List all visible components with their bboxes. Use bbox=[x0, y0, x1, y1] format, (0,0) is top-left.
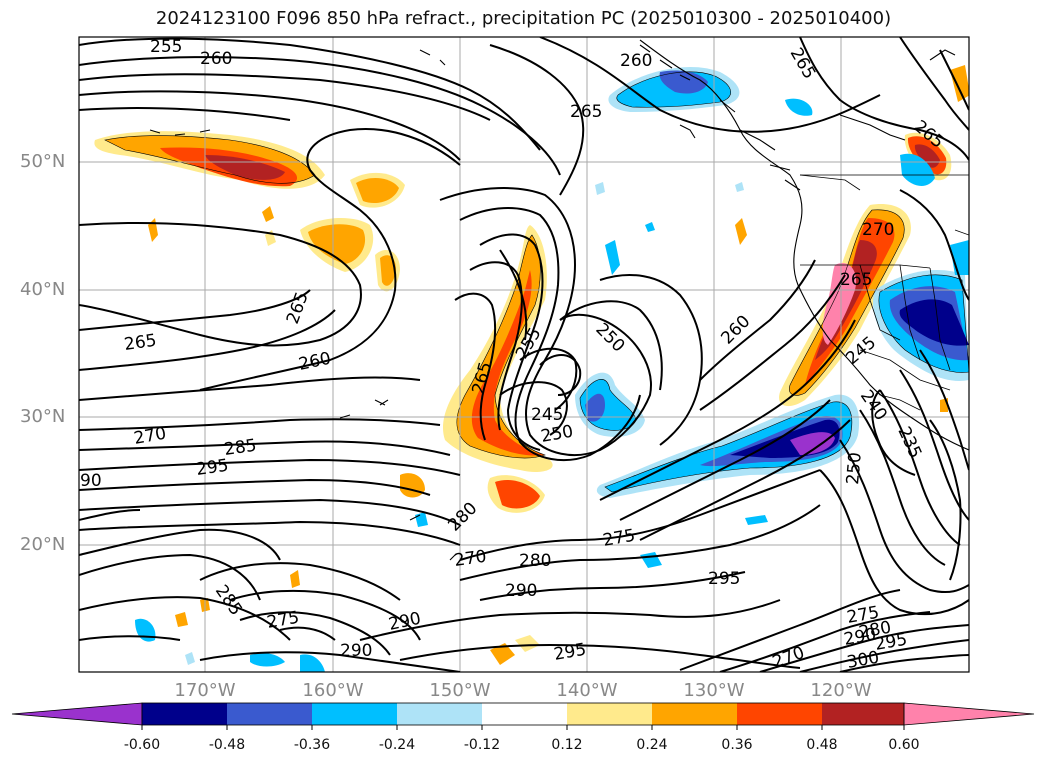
contour-label: 260 bbox=[200, 49, 232, 69]
map-title: 2024123100 F096 850 hPa refract., precip… bbox=[155, 8, 892, 29]
contour-label: 290 bbox=[505, 581, 537, 601]
lon-label: 140°W bbox=[556, 680, 618, 701]
lon-label: 120°W bbox=[810, 680, 872, 701]
contour-label: 255 bbox=[150, 37, 182, 57]
colorbar-tick-label: 0.60 bbox=[888, 737, 920, 753]
colorbar-tick-label: -0.12 bbox=[463, 737, 501, 753]
lon-label: 130°W bbox=[683, 680, 745, 701]
contour-label: 260 bbox=[620, 51, 652, 71]
lon-label: 170°W bbox=[174, 680, 236, 701]
contour-label: 265 bbox=[123, 331, 158, 355]
colorbar-tick-label: 0.48 bbox=[806, 737, 838, 753]
colorbar-tick-label: 0.12 bbox=[551, 737, 583, 753]
colorbar-segment bbox=[903, 702, 1035, 726]
colorbar-segment bbox=[227, 703, 312, 725]
colorbar-tick-label: -0.36 bbox=[293, 737, 331, 753]
contour-label: 265 bbox=[570, 102, 602, 122]
contour-label: 295 bbox=[195, 456, 230, 480]
colorbar-segment bbox=[567, 703, 652, 725]
contour-label: 250 bbox=[843, 451, 866, 485]
colorbar-segment bbox=[142, 703, 227, 725]
colorbar-tick-label: -0.24 bbox=[378, 737, 416, 753]
colorbar-tick-label: -0.60 bbox=[123, 737, 161, 753]
contour-label: 270 bbox=[453, 547, 488, 571]
lat-label: 20°N bbox=[20, 534, 66, 555]
lon-label: 150°W bbox=[429, 680, 491, 701]
plot-frame bbox=[78, 36, 970, 673]
lon-label: 160°W bbox=[302, 680, 364, 701]
contour-label: 300 bbox=[845, 648, 880, 673]
precip-positive-shading bbox=[94, 65, 969, 665]
colorbar-segment bbox=[822, 703, 904, 725]
refractivity-contours bbox=[79, 37, 969, 672]
contour-label: 295 bbox=[708, 569, 740, 589]
coastline bbox=[149, 39, 969, 561]
graticule bbox=[79, 37, 969, 672]
contour-label: 280 bbox=[519, 551, 551, 571]
political-borders bbox=[799, 174, 969, 411]
lat-label: 50°N bbox=[20, 151, 66, 172]
colorbar-segment bbox=[11, 702, 143, 726]
precip-negative-shading bbox=[135, 66, 969, 672]
contour-label: 245 bbox=[531, 405, 563, 425]
lat-label: 40°N bbox=[20, 279, 66, 300]
colorbar-tick-label: 0.24 bbox=[636, 737, 668, 753]
contour-label: 285 bbox=[223, 436, 258, 460]
contour-labels: 255 260 265 265 265 260 270 285 295 90 2… bbox=[80, 37, 948, 673]
contour-label: 90 bbox=[80, 471, 102, 491]
colorbar-tick-label: -0.48 bbox=[208, 737, 246, 753]
colorbar-segment bbox=[312, 703, 397, 725]
colorbar-segment bbox=[482, 703, 567, 725]
colorbar-segment bbox=[737, 703, 822, 725]
precip-outlines bbox=[104, 71, 969, 493]
contour-label: 265 bbox=[840, 270, 872, 290]
lat-label: 30°N bbox=[20, 406, 66, 427]
colorbar-segment bbox=[652, 703, 737, 725]
contour-label: 270 bbox=[862, 220, 894, 240]
colorbar-segment bbox=[397, 703, 482, 725]
contour-label: 290 bbox=[340, 641, 372, 661]
colorbar bbox=[11, 702, 1035, 730]
colorbar-tick-label: 0.36 bbox=[721, 737, 753, 753]
